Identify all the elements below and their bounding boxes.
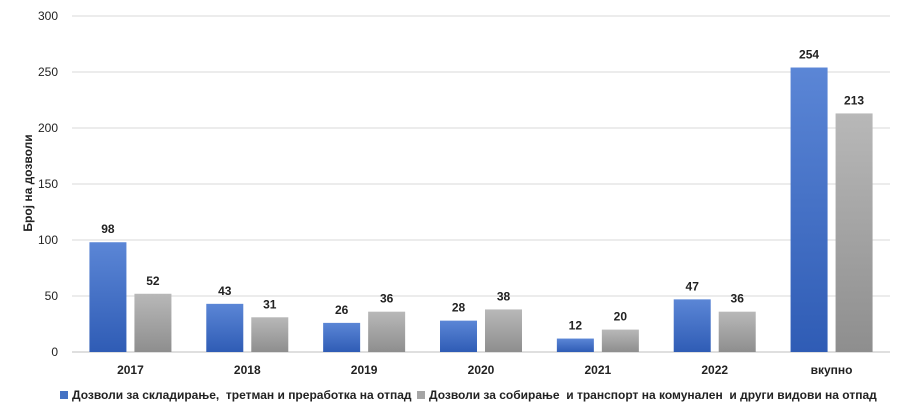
data-label: 36 <box>731 292 745 306</box>
data-label: 98 <box>101 222 115 236</box>
bar-series-1 <box>440 320 477 352</box>
y-axis-label: Број на дозволи <box>21 134 35 231</box>
x-tick-label: 2017 <box>117 363 144 377</box>
bar-series-1 <box>556 338 594 352</box>
x-tick-label: 2018 <box>234 363 261 377</box>
bar-series-2 <box>251 317 289 352</box>
legend: Дозволи за складирање, третман и прерабо… <box>60 388 877 402</box>
legend-label-series-2: Дозволи за собирање и транспорт на комун… <box>429 388 877 402</box>
y-tick-label: 0 <box>51 345 58 359</box>
bar-series-2 <box>718 311 756 352</box>
y-tick-label: 250 <box>38 65 58 79</box>
x-tick-label: 2020 <box>468 363 495 377</box>
gridlines <box>72 15 890 353</box>
data-label: 36 <box>380 292 394 306</box>
legend-swatch-series-2 <box>417 391 425 399</box>
data-label: 20 <box>614 310 628 324</box>
bar-series-2 <box>485 309 522 352</box>
bar-series-2 <box>601 329 639 352</box>
data-label: 213 <box>844 93 864 107</box>
data-label: 31 <box>263 297 277 311</box>
y-tick-label: 50 <box>45 289 59 303</box>
bar-series-2 <box>134 293 172 352</box>
legend-label-series-1: Дозволи за складирање, третман и прерабо… <box>72 388 412 402</box>
bar-series-1 <box>323 322 361 352</box>
y-tick-label: 150 <box>38 177 58 191</box>
data-label: 12 <box>569 319 583 333</box>
x-axis-ticks: 2017 2018 2019 2020 2021 2022 вкупно <box>117 363 852 377</box>
x-tick-label: 2022 <box>701 363 728 377</box>
data-label: 52 <box>146 274 160 288</box>
y-tick-label: 300 <box>38 9 58 23</box>
legend-swatch-series-1 <box>60 391 68 399</box>
bar-series-1 <box>673 299 711 352</box>
x-tick-label: 2019 <box>351 363 378 377</box>
data-labels: 98 52 43 31 26 36 28 38 12 20 47 36 254 213 <box>101 48 864 333</box>
y-tick-label: 200 <box>38 121 58 135</box>
y-tick-label: 100 <box>38 233 58 247</box>
bar-series-1 <box>206 303 244 352</box>
bar-series-1 <box>89 242 127 352</box>
data-label: 47 <box>686 279 700 293</box>
y-axis-ticks: 0 50 100 150 200 250 300 <box>38 9 58 359</box>
data-label: 28 <box>452 301 466 315</box>
x-tick-label: 2021 <box>585 363 612 377</box>
data-label: 38 <box>497 289 511 303</box>
bar-series-2 <box>835 113 873 352</box>
x-tick-label: вкупно <box>811 363 853 377</box>
bar-series-1 <box>790 67 828 353</box>
bars <box>89 67 873 353</box>
data-label: 254 <box>799 48 819 62</box>
data-label: 26 <box>335 303 349 317</box>
bar-series-2 <box>368 311 406 352</box>
data-label: 43 <box>218 284 232 298</box>
